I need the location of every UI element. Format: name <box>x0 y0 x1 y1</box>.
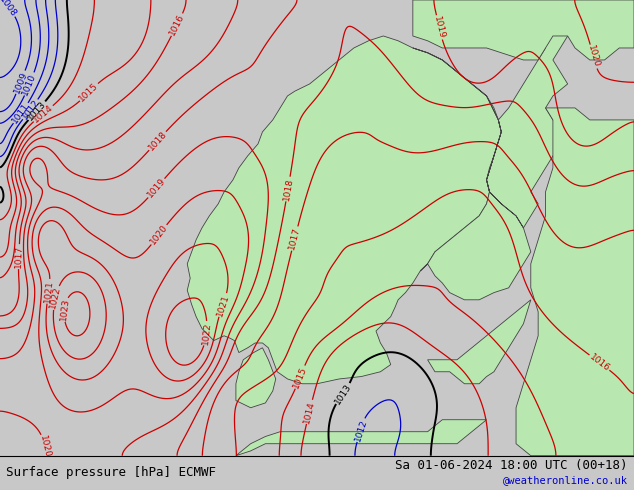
Text: 1009: 1009 <box>12 70 29 95</box>
Text: 1011: 1011 <box>11 101 32 125</box>
Polygon shape <box>236 348 276 408</box>
Text: 1017: 1017 <box>14 245 24 268</box>
Text: 1012: 1012 <box>20 98 41 122</box>
Text: 1019: 1019 <box>432 15 446 40</box>
Text: 1020: 1020 <box>148 223 169 246</box>
Text: 1016: 1016 <box>588 352 611 373</box>
Text: 1016: 1016 <box>168 12 186 37</box>
Text: 1008: 1008 <box>0 0 18 19</box>
Text: 1018: 1018 <box>146 129 169 152</box>
Text: 1014: 1014 <box>302 400 316 424</box>
Text: @weatheronline.co.uk: @weatheronline.co.uk <box>503 475 628 485</box>
Text: 1015: 1015 <box>292 365 309 390</box>
Polygon shape <box>187 36 501 384</box>
Text: 1015: 1015 <box>77 81 100 103</box>
Text: Surface pressure [hPa] ECMWF: Surface pressure [hPa] ECMWF <box>6 466 216 479</box>
Polygon shape <box>413 24 567 300</box>
Text: 1021: 1021 <box>215 293 231 318</box>
Text: 1018: 1018 <box>281 177 294 201</box>
Text: 1013: 1013 <box>333 382 353 406</box>
Text: 1021: 1021 <box>43 279 55 303</box>
Polygon shape <box>236 420 486 456</box>
Text: 1020: 1020 <box>586 45 601 69</box>
Text: 1010: 1010 <box>21 72 38 97</box>
Polygon shape <box>413 0 634 60</box>
Text: 1022: 1022 <box>200 321 212 345</box>
Polygon shape <box>427 300 531 384</box>
Text: Sa 01-06-2024 18:00 UTC (00+18): Sa 01-06-2024 18:00 UTC (00+18) <box>395 459 628 472</box>
Text: 1020: 1020 <box>38 435 52 459</box>
Text: 1014: 1014 <box>32 103 55 124</box>
Text: 1019: 1019 <box>145 176 167 200</box>
Text: 1017: 1017 <box>288 226 302 251</box>
Text: 1012: 1012 <box>353 418 369 442</box>
Text: 1022: 1022 <box>48 286 62 310</box>
Text: 1013: 1013 <box>26 99 48 122</box>
Polygon shape <box>516 108 634 456</box>
Text: 1023: 1023 <box>58 298 70 321</box>
